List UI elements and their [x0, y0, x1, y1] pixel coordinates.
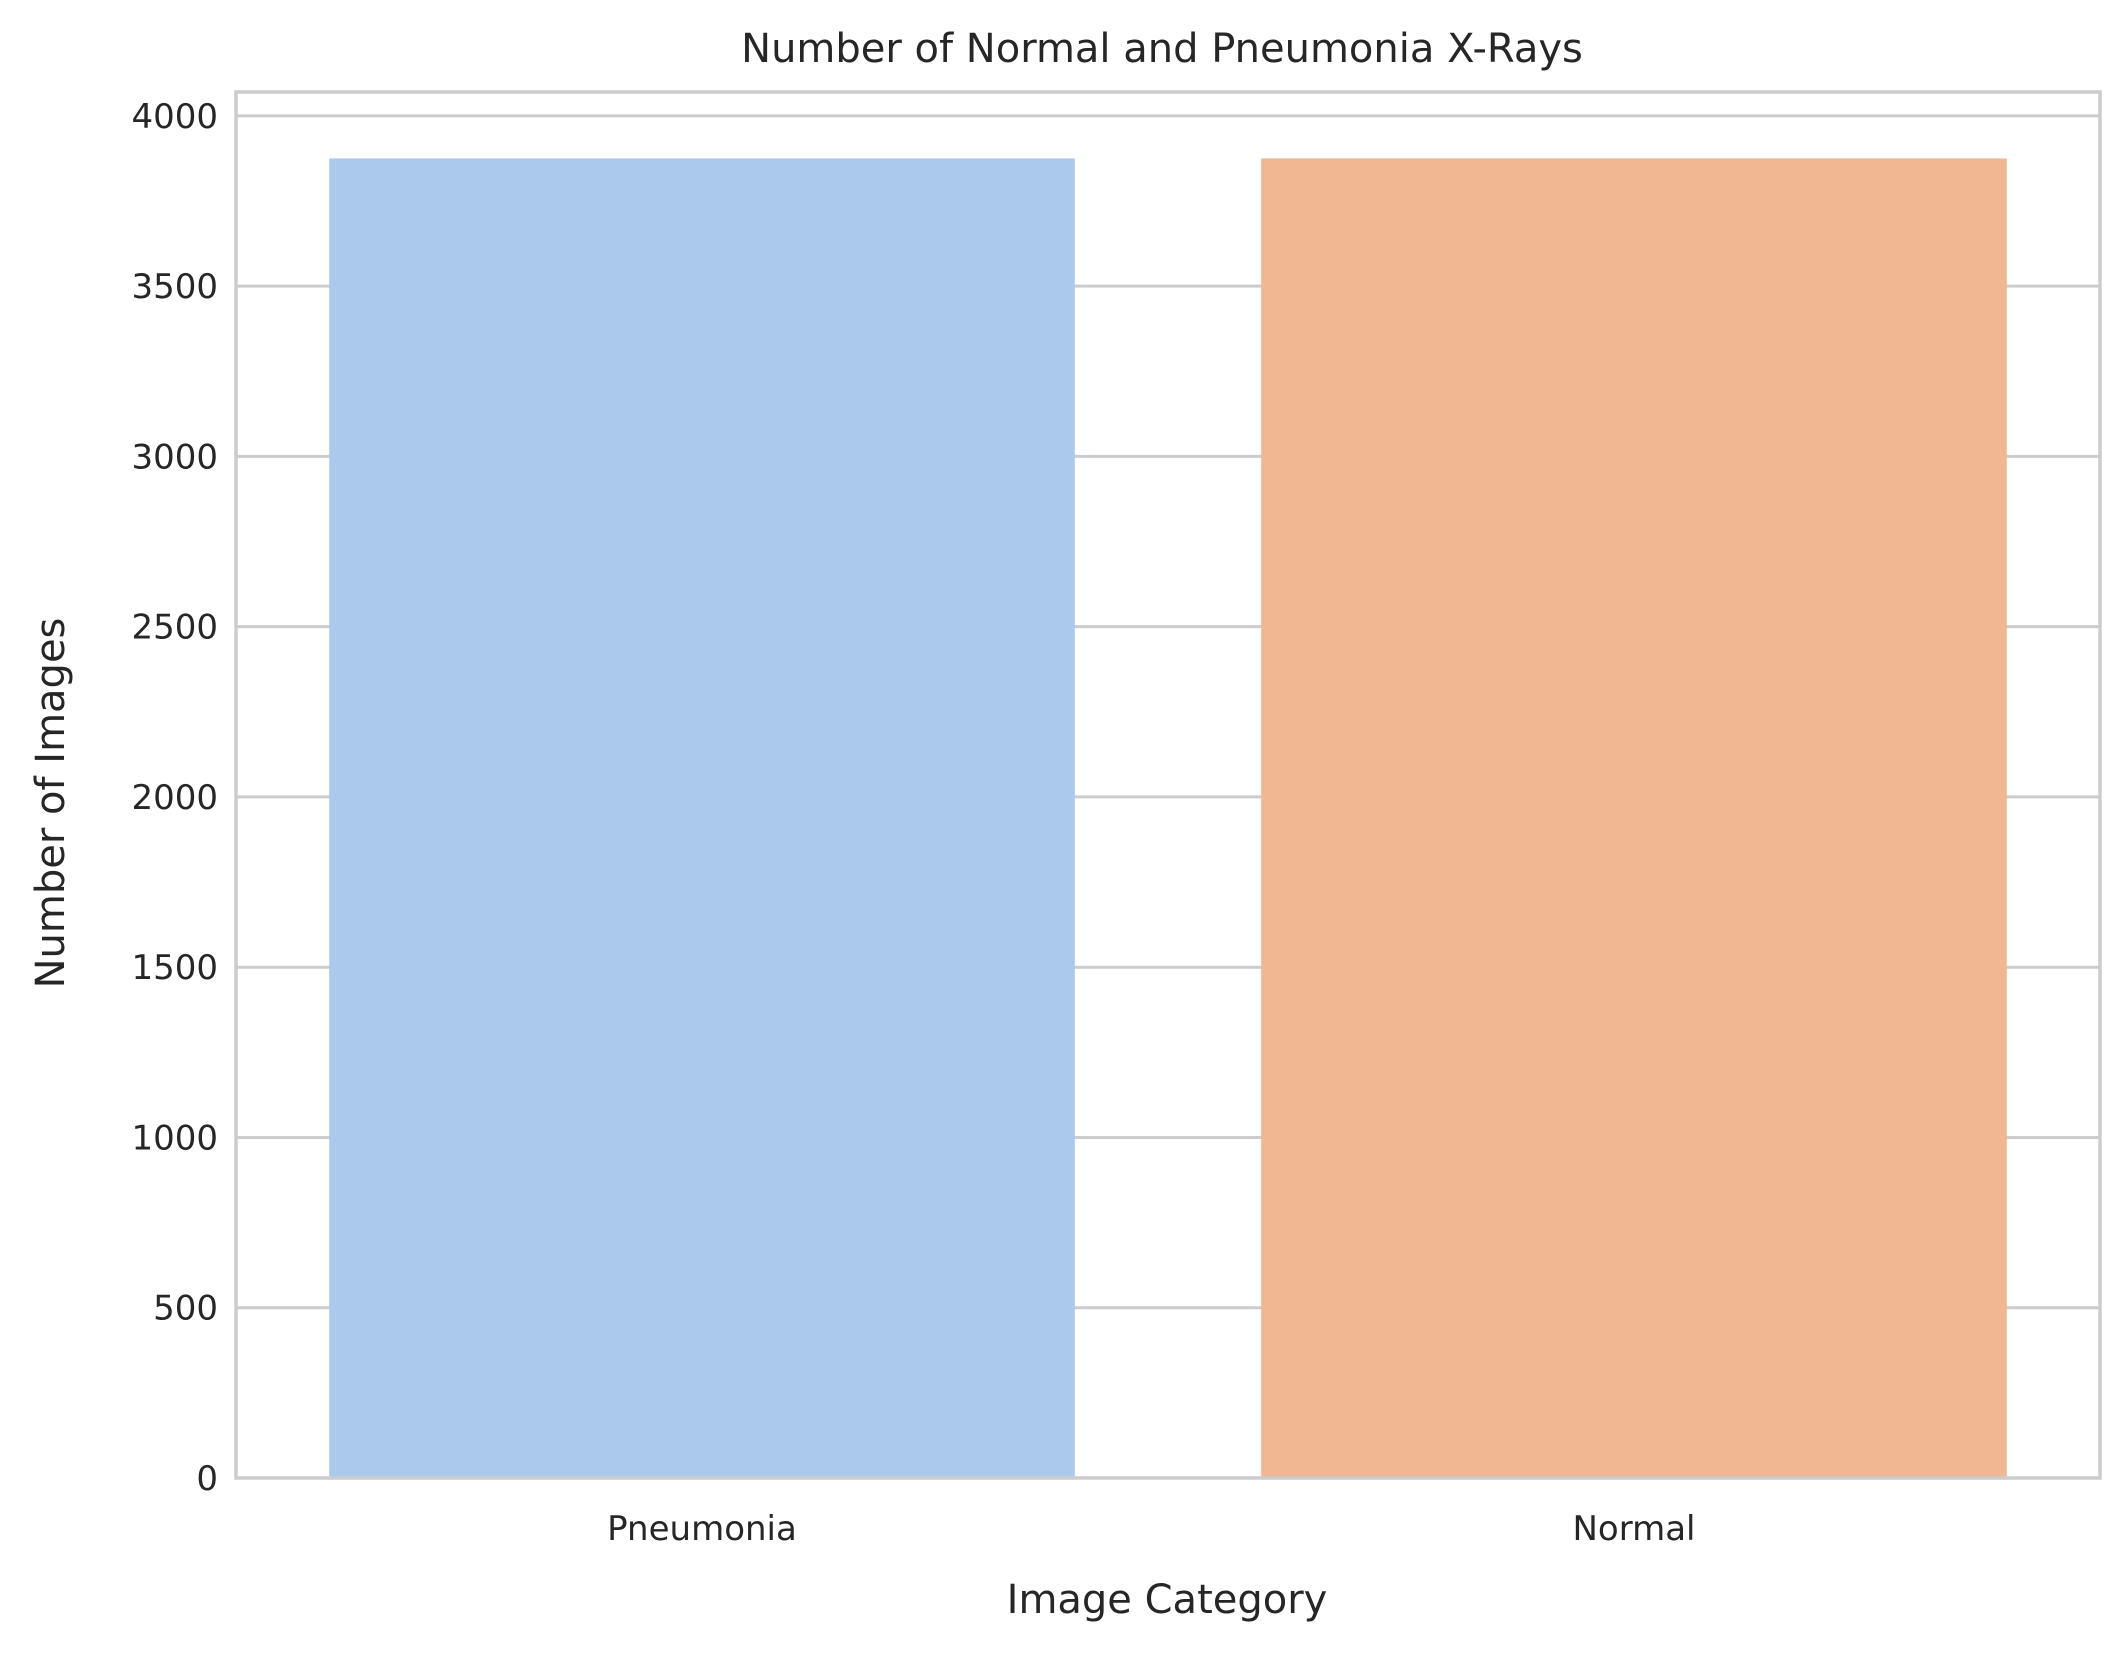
- x-axis-title: Image Category: [1007, 1577, 1328, 1623]
- bar-pneumonia: [329, 158, 1075, 1479]
- y-tick-label: 1500: [131, 948, 218, 988]
- plot-frame: [234, 90, 2102, 1480]
- y-axis-ticks: 0 500 1000 1500 2000 2500 3000 3500 4000: [131, 97, 218, 1499]
- y-tick-label: 500: [153, 1289, 218, 1329]
- y-tick-label: 0: [196, 1459, 218, 1499]
- y-tick-label: 4000: [131, 97, 218, 137]
- bars: [329, 158, 2007, 1479]
- x-tick-label: Normal: [1572, 1509, 1695, 1549]
- y-tick-label: 3500: [131, 267, 218, 307]
- y-tick-label: 2500: [131, 608, 218, 648]
- y-axis-title: Number of Images: [28, 618, 74, 989]
- x-axis-ticks: Pneumonia Normal: [607, 1509, 1695, 1549]
- y-tick-label: 1000: [131, 1118, 218, 1158]
- y-tick-label: 2000: [131, 778, 218, 818]
- bar-normal: [1261, 158, 2007, 1479]
- y-tick-label: 3000: [131, 437, 218, 477]
- plot-border: [234, 90, 2102, 1480]
- x-tick-label: Pneumonia: [607, 1509, 797, 1549]
- chart-title: Number of Normal and Pneumonia X-Rays: [741, 26, 1583, 72]
